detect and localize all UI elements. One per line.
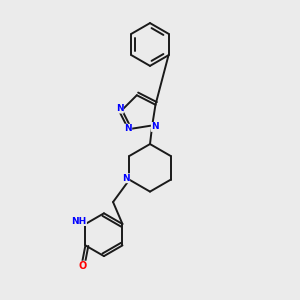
Text: N: N bbox=[124, 124, 132, 133]
Text: N: N bbox=[122, 174, 130, 183]
Text: N: N bbox=[152, 122, 159, 131]
Text: O: O bbox=[78, 261, 87, 271]
Text: N: N bbox=[116, 104, 123, 113]
Text: NH: NH bbox=[71, 217, 86, 226]
